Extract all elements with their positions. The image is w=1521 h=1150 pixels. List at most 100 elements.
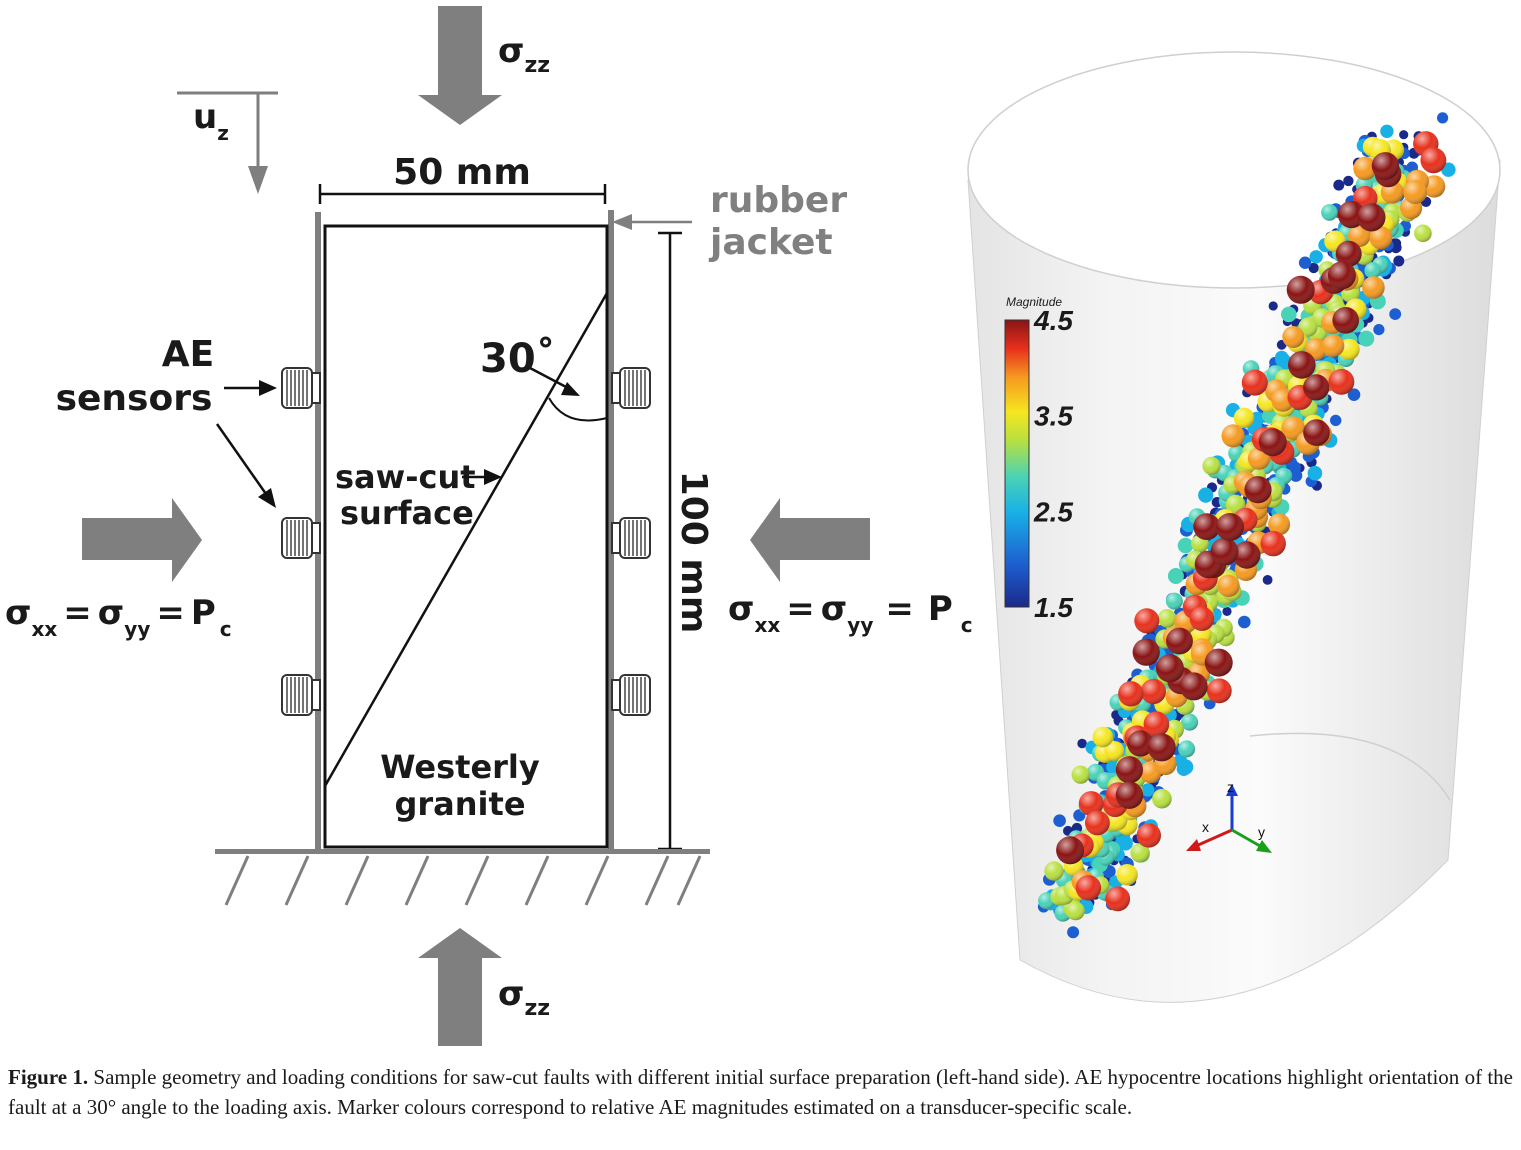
hypocentre-marker-shade bbox=[1414, 224, 1432, 243]
ground-hatch bbox=[224, 855, 702, 906]
hypocentre-marker-shade bbox=[1078, 791, 1104, 816]
hypocentre-marker-shade bbox=[1147, 733, 1176, 762]
hypocentre-marker bbox=[1289, 469, 1303, 482]
hypocentre-marker-shade bbox=[1066, 901, 1085, 921]
jacket-arrow bbox=[612, 214, 632, 230]
colorbar-title: Magnitude bbox=[1006, 295, 1062, 309]
hypocentre-marker bbox=[1222, 606, 1232, 617]
hypocentre-marker-shade bbox=[1204, 648, 1233, 677]
hypocentre-marker-shade bbox=[1202, 456, 1221, 475]
hypocentre-marker-shade bbox=[1260, 530, 1286, 557]
hypocentre-marker bbox=[1343, 175, 1354, 187]
hypocentre-marker bbox=[1333, 179, 1345, 191]
sensors-label-1: AE bbox=[162, 334, 214, 375]
hypocentre-marker-shade bbox=[1288, 351, 1316, 379]
hypocentre-marker bbox=[1077, 738, 1087, 749]
pressure-arrow-right bbox=[750, 498, 870, 582]
angle-arc bbox=[548, 397, 608, 422]
hypocentre-marker bbox=[1380, 124, 1394, 138]
axis-z-label: z bbox=[1227, 779, 1234, 795]
hypocentre-marker bbox=[1347, 388, 1361, 402]
hypocentre-marker bbox=[1437, 112, 1449, 124]
jacket-label-2: jacket bbox=[708, 222, 833, 263]
hypocentre-marker-shade bbox=[1165, 592, 1183, 610]
ae-sensor-right-2 bbox=[611, 517, 651, 559]
hypocentre-marker-shade bbox=[1371, 152, 1400, 180]
hypocentre-marker bbox=[1307, 465, 1323, 481]
hypocentre-marker-shade bbox=[1233, 541, 1261, 569]
ae-hypocentre-plot: Magnitude 4.5 3.5 2.5 1.5 z x y bbox=[967, 51, 1501, 1003]
hypocentre-marker-shade bbox=[1071, 765, 1090, 784]
hypocentre-marker bbox=[1308, 262, 1319, 274]
hypocentre-marker-shade bbox=[1166, 627, 1193, 655]
hypocentre-marker-shade bbox=[1105, 886, 1131, 912]
hypocentre-marker-shade bbox=[1132, 638, 1160, 666]
caption-text: Sample geometry and loading conditions f… bbox=[8, 1065, 1513, 1119]
axes-triad: z x y bbox=[1186, 779, 1272, 853]
colorbar-tick-2: 2.5 bbox=[1033, 496, 1073, 527]
hypocentre-marker-shade bbox=[1403, 180, 1428, 205]
hypocentre-marker-shade bbox=[1181, 713, 1199, 731]
hypocentre-marker-shade bbox=[1362, 276, 1385, 299]
hypocentre-marker bbox=[1238, 615, 1251, 629]
sawcut-arrow bbox=[484, 469, 502, 485]
hypocentre-marker-shade bbox=[1286, 275, 1315, 304]
hypocentre-marker bbox=[1399, 130, 1409, 140]
axis-y-label: y bbox=[1258, 824, 1265, 840]
colorbar-tick-1: 3.5 bbox=[1034, 401, 1073, 432]
sigma-zz-top-arrow bbox=[418, 6, 502, 125]
colorbar-tick-0: 4.5 bbox=[1033, 305, 1073, 336]
hypocentre-marker-shade bbox=[1281, 416, 1305, 440]
ae-sensor-left-3 bbox=[281, 674, 321, 716]
hypocentre-marker-shade bbox=[1193, 513, 1221, 540]
ae-sensor-right-3 bbox=[611, 674, 651, 716]
hypocentre-marker bbox=[1281, 306, 1297, 323]
ae-sensor-right-1 bbox=[611, 367, 651, 409]
uz-arrow bbox=[248, 166, 268, 194]
hypocentre-marker-shade bbox=[1298, 317, 1318, 337]
hypocentre-marker-shade bbox=[1092, 726, 1114, 748]
hypocentre-marker-shade bbox=[1104, 741, 1125, 761]
hypocentre-marker-shade bbox=[1327, 261, 1356, 290]
hypocentre-marker-shade bbox=[1210, 537, 1239, 566]
hypocentre-marker-shade bbox=[1258, 428, 1287, 457]
hypocentre-marker bbox=[1393, 255, 1405, 267]
sensors-arrow-1 bbox=[259, 380, 277, 396]
hypocentre-marker bbox=[1177, 537, 1194, 554]
hypocentre-marker-shade bbox=[1241, 369, 1268, 396]
hypocentre-marker-shade bbox=[1136, 823, 1162, 848]
hypocentre-marker-shade bbox=[1221, 424, 1245, 448]
hypocentre-marker bbox=[1167, 568, 1184, 584]
hypocentre-markers bbox=[1037, 112, 1456, 939]
hypocentre-marker-shade bbox=[1179, 672, 1208, 701]
hypocentre-marker-shade bbox=[1321, 334, 1345, 357]
hypocentre-marker-shade bbox=[1140, 678, 1166, 705]
hypocentre-marker-shade bbox=[1127, 730, 1154, 757]
pressure-arrow-left bbox=[82, 498, 202, 582]
hypocentre-marker bbox=[1198, 487, 1214, 503]
hypocentre-marker bbox=[1330, 414, 1342, 427]
hypocentre-marker-shade bbox=[1369, 226, 1393, 250]
sawcut-label-1: saw-cut bbox=[335, 458, 476, 496]
sigma-zz-bottom-label: σzz bbox=[498, 974, 550, 1021]
hypocentre-marker-shade bbox=[1075, 875, 1102, 901]
hypocentre-marker-shade bbox=[1178, 740, 1196, 758]
hypocentre-marker-shade bbox=[1189, 606, 1215, 631]
hypocentre-marker-shade bbox=[1233, 407, 1255, 428]
hypocentre-marker-shade bbox=[1155, 654, 1184, 683]
hypocentre-marker-shade bbox=[1303, 374, 1330, 401]
hypocentre-marker-shade bbox=[1118, 681, 1144, 707]
colorbar-tick-3: 1.5 bbox=[1034, 592, 1073, 623]
axis-x-label: x bbox=[1202, 819, 1209, 835]
figure-caption: Figure 1. Sample geometry and loading co… bbox=[8, 1062, 1513, 1122]
hypocentre-marker-shade bbox=[1130, 843, 1150, 863]
colorbar bbox=[1004, 319, 1030, 608]
hypocentre-marker-shade bbox=[1206, 678, 1232, 704]
hypocentre-marker bbox=[1298, 256, 1312, 269]
angle-arrow bbox=[561, 382, 580, 396]
sensors-label-2: sensors bbox=[56, 378, 213, 419]
sigma-zz-bottom-arrow bbox=[418, 928, 502, 1046]
ae-sensor-left-2 bbox=[281, 517, 321, 559]
